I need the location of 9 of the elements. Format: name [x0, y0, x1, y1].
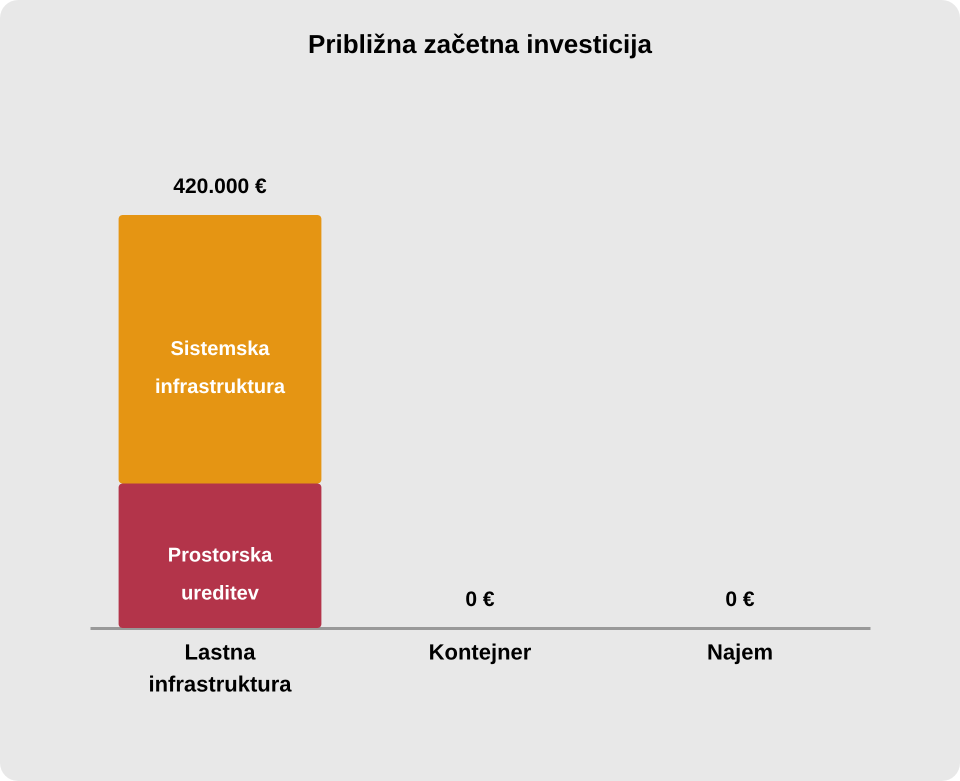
- x-tick-label: Kontejner: [428, 640, 532, 664]
- x-tick-label: Lastna infrastruktura: [148, 640, 292, 696]
- chart-title: Približna začetna investicija: [308, 29, 652, 59]
- series-label: Sistemska infrastruktura: [154, 338, 286, 398]
- annotation: 0 €: [725, 588, 755, 611]
- series-label: Prostorska ureditev: [168, 544, 274, 605]
- annotation: 0 €: [465, 588, 495, 611]
- annotation: 420.000 €: [173, 175, 268, 198]
- x-tick-label: Najem: [706, 640, 774, 664]
